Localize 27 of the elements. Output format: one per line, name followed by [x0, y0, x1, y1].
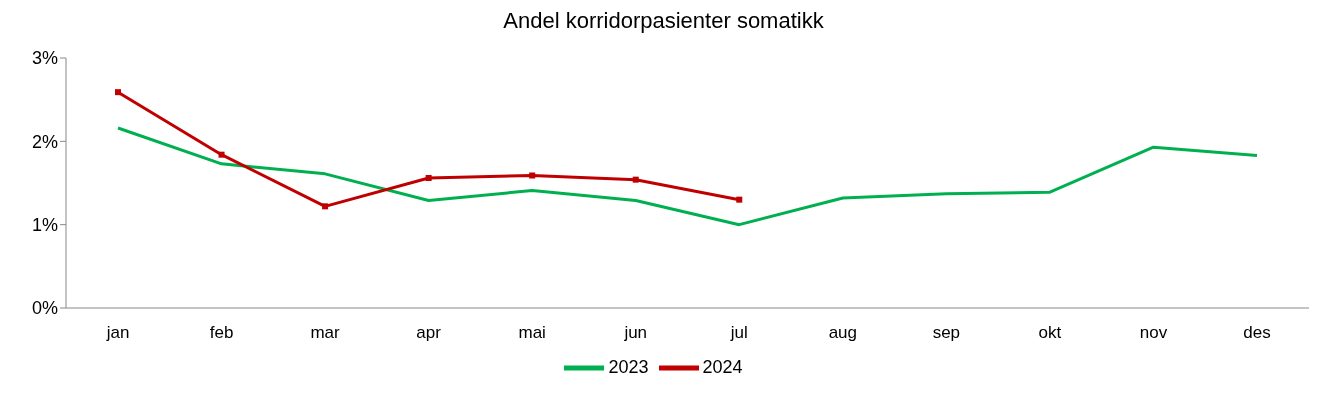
- x-tick-label: des: [1243, 323, 1271, 343]
- point: [736, 196, 743, 203]
- line-series: [116, 126, 1259, 227]
- y-tick-label: 2%: [31, 131, 58, 152]
- chart-title: Andel korridorpasienter somatikk: [502, 8, 825, 34]
- x-tick-label: jul: [729, 323, 748, 343]
- point: [529, 172, 536, 179]
- point: [632, 176, 639, 183]
- x-tick-label: mar: [310, 323, 341, 343]
- x-tick-label: aug: [828, 323, 858, 343]
- x-tick-label: okt: [1038, 323, 1062, 343]
- point: [425, 175, 432, 181]
- x-tick-label: mai: [518, 323, 546, 343]
- x-tick-label: nov: [1139, 323, 1168, 343]
- point: [218, 151, 225, 158]
- x-tick-label: feb: [209, 323, 234, 343]
- x-tick-label: jan: [105, 323, 130, 343]
- legend-label: 2024: [702, 356, 743, 377]
- y-tick-label: 0%: [31, 298, 58, 319]
- legend-label: 2023: [608, 356, 649, 377]
- x-tick-label: apr: [416, 323, 442, 343]
- y-tick-label: 1%: [31, 215, 58, 236]
- x-tick-label: sep: [932, 323, 961, 343]
- point: [115, 89, 121, 96]
- point: [322, 203, 329, 210]
- y-tick-label: 3%: [31, 48, 58, 69]
- x-tick-label: jun: [623, 323, 648, 343]
